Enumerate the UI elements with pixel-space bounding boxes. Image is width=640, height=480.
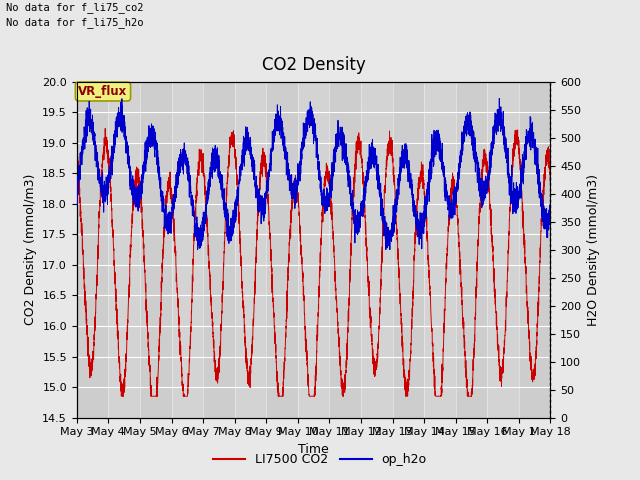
Bar xyxy=(203,82,235,418)
X-axis label: Time: Time xyxy=(298,443,329,456)
Bar xyxy=(140,82,172,418)
Bar xyxy=(392,82,424,418)
Text: No data for f_li75_co2: No data for f_li75_co2 xyxy=(6,2,144,13)
Bar xyxy=(330,82,361,418)
Bar xyxy=(77,82,108,418)
Y-axis label: H2O Density (mmol/m3): H2O Density (mmol/m3) xyxy=(587,174,600,325)
Title: CO2 Density: CO2 Density xyxy=(262,57,365,74)
Text: No data for f_li75_h2o: No data for f_li75_h2o xyxy=(6,17,144,28)
Bar xyxy=(266,82,298,418)
Legend: LI7500 CO2, op_h2o: LI7500 CO2, op_h2o xyxy=(209,448,431,471)
Bar xyxy=(519,82,550,418)
Text: VR_flux: VR_flux xyxy=(78,85,127,98)
Bar xyxy=(456,82,487,418)
Y-axis label: CO2 Density (mmol/m3): CO2 Density (mmol/m3) xyxy=(24,174,36,325)
